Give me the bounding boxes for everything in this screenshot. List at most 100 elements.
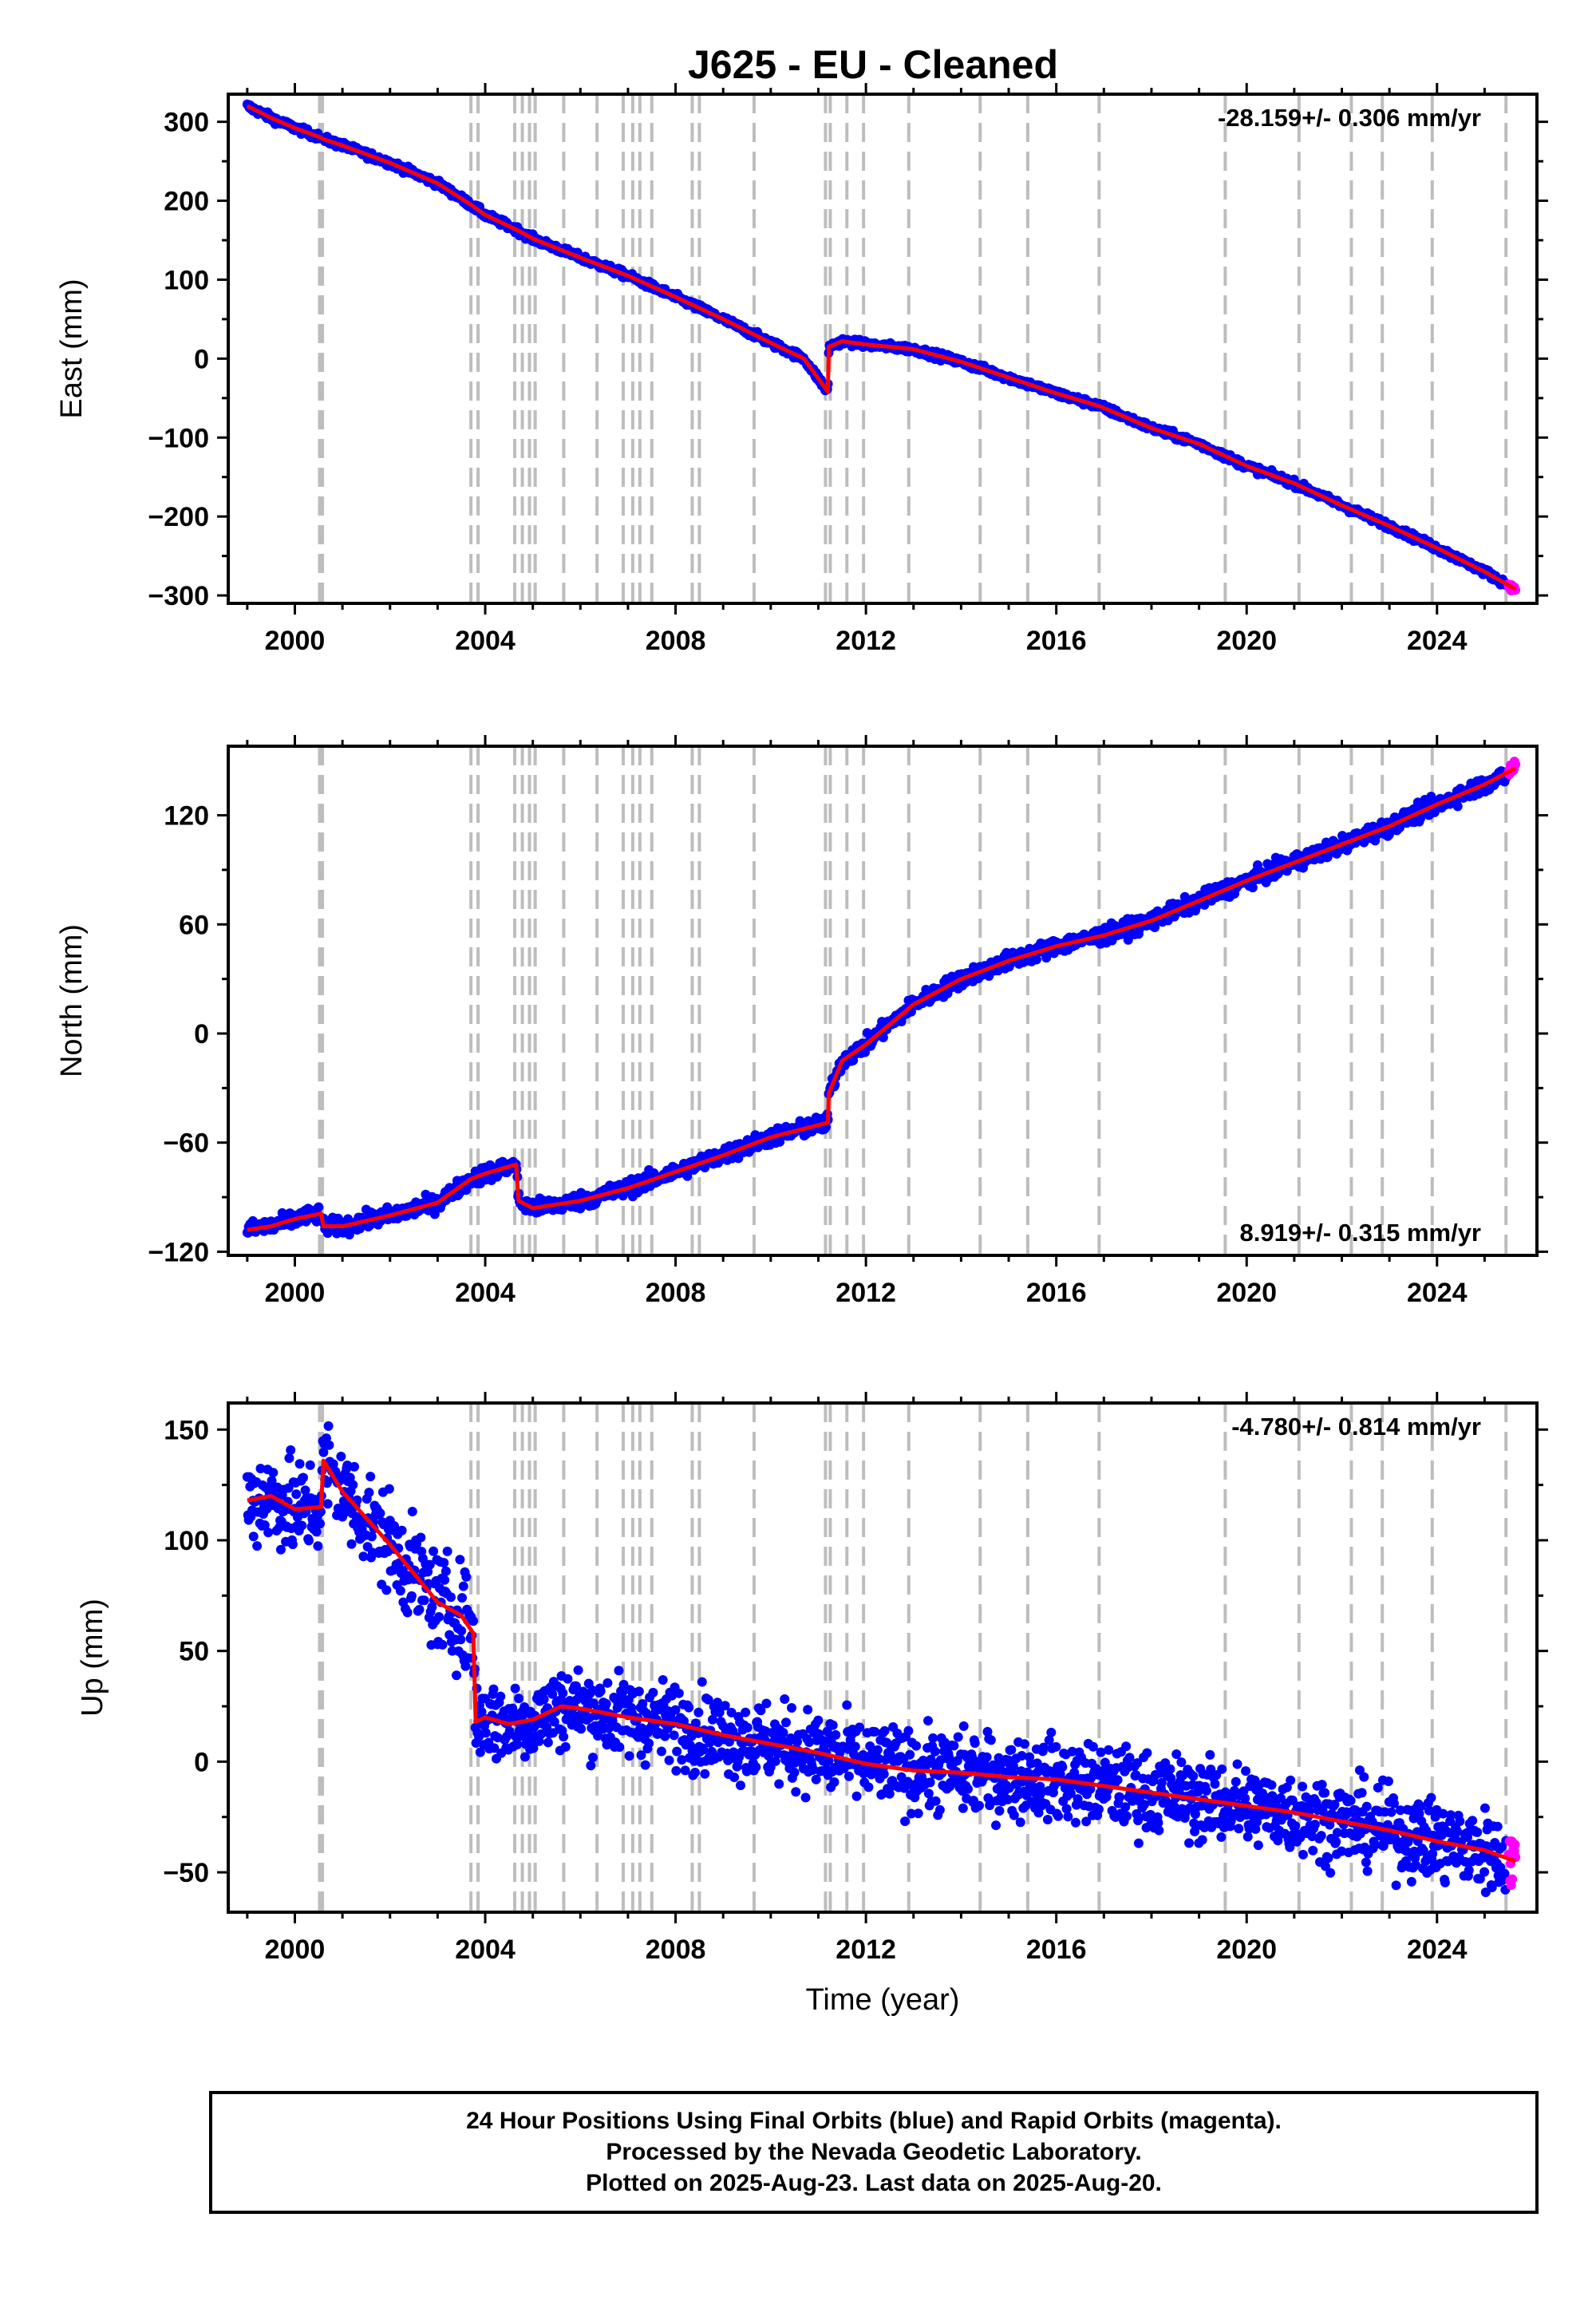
final-orbit-point xyxy=(872,1745,883,1755)
final-orbit-point xyxy=(624,1751,634,1761)
y-tick-label: 0 xyxy=(194,1019,209,1049)
final-orbit-point xyxy=(508,1703,518,1713)
final-orbit-point xyxy=(922,1716,933,1726)
final-orbit-point xyxy=(358,1551,369,1562)
final-orbit-point xyxy=(439,1558,449,1568)
final-orbit-point xyxy=(742,1722,753,1733)
final-orbit-point xyxy=(322,1478,332,1488)
final-orbit-point xyxy=(803,1705,813,1715)
final-orbit-point xyxy=(953,1732,963,1742)
y-axis-label: North (mm) xyxy=(55,924,89,1077)
final-orbit-point xyxy=(741,1707,751,1717)
final-orbit-point xyxy=(300,1485,310,1496)
final-orbit-point xyxy=(958,1803,968,1813)
final-orbit-point xyxy=(593,1730,603,1741)
final-orbit-point xyxy=(510,1683,520,1694)
final-orbit-point xyxy=(456,1626,467,1636)
final-orbit-point xyxy=(496,1691,506,1701)
final-orbit-point xyxy=(851,1791,862,1801)
final-orbit-point xyxy=(658,1675,668,1686)
final-orbit-point xyxy=(690,1768,701,1778)
x-tick-label: 2004 xyxy=(455,1278,516,1308)
y-tick-label: −100 xyxy=(148,423,209,453)
final-orbit-point xyxy=(703,1694,713,1705)
panel-up: 2000 2004 2008 2012 2016 2020 2024150100500−50… xyxy=(76,1392,1548,2017)
final-orbit-point xyxy=(475,1747,485,1757)
final-orbit-point xyxy=(656,1746,666,1757)
final-orbit-point xyxy=(346,1539,357,1549)
final-orbit-point xyxy=(923,1788,934,1799)
final-orbit-point xyxy=(286,1445,296,1455)
final-orbit-point xyxy=(900,1816,911,1827)
final-orbit-point xyxy=(634,1686,644,1697)
x-tick-label: 2024 xyxy=(1407,626,1468,656)
final-orbit-point xyxy=(994,1806,1005,1816)
x-tick-label: 2012 xyxy=(836,626,896,656)
final-orbit-point xyxy=(375,1508,385,1519)
final-orbit-point xyxy=(294,1459,305,1469)
x-tick-label: 2000 xyxy=(265,626,326,656)
final-orbit-point xyxy=(829,1777,839,1788)
final-orbit-point xyxy=(878,1032,888,1042)
x-tick-label: 2020 xyxy=(1216,626,1277,656)
final-orbit-point xyxy=(669,1730,679,1741)
final-orbit-point xyxy=(571,1681,581,1691)
final-orbit-point xyxy=(690,1718,701,1729)
final-orbit-point xyxy=(863,1782,874,1792)
final-orbit-point xyxy=(761,1698,772,1709)
y-tick-label: −300 xyxy=(148,581,209,611)
final-orbit-point xyxy=(304,1535,314,1546)
final-orbit-point xyxy=(456,1634,466,1645)
final-orbit-point xyxy=(913,1808,923,1819)
final-orbit-point xyxy=(680,1765,690,1776)
final-orbit-point xyxy=(559,1732,569,1742)
x-tick-label: 2008 xyxy=(646,1278,706,1308)
final-orbit-point xyxy=(640,1760,650,1770)
x-tick-label: 2004 xyxy=(455,626,516,656)
final-orbit-point xyxy=(741,1766,752,1777)
final-orbit-point xyxy=(842,1700,852,1710)
final-orbit-point xyxy=(1123,935,1133,945)
final-orbit-point xyxy=(587,1753,598,1763)
y-tick-label: 60 xyxy=(179,910,209,940)
final-orbit-point xyxy=(822,1726,832,1737)
final-orbit-point xyxy=(925,1777,935,1788)
final-orbit-point xyxy=(268,1468,279,1478)
final-orbit-point xyxy=(644,1738,654,1749)
rate-annotation: -28.159+/- 0.306 mm/yr xyxy=(1218,104,1481,132)
final-orbit-point xyxy=(297,1520,307,1531)
final-orbit-point xyxy=(1247,883,1258,893)
final-orbit-point xyxy=(648,1687,658,1697)
final-orbit-point xyxy=(457,1593,468,1603)
final-orbit-point xyxy=(547,1689,558,1699)
final-orbit-point xyxy=(698,1745,709,1755)
y-tick-label: 0 xyxy=(194,344,209,374)
final-orbit-point xyxy=(982,1752,992,1762)
final-orbit-point xyxy=(576,1724,587,1734)
y-tick-label: −200 xyxy=(148,502,209,532)
final-orbit-point xyxy=(601,1698,611,1709)
final-orbit-point xyxy=(287,1539,298,1550)
final-orbit-point xyxy=(792,1737,803,1747)
final-orbit-point xyxy=(429,1209,440,1219)
final-orbit-point xyxy=(480,1728,491,1738)
final-orbit-point xyxy=(350,1461,360,1472)
x-tick-label: 2012 xyxy=(836,1278,896,1308)
final-orbit-point xyxy=(865,1741,875,1751)
plot-area xyxy=(242,94,1521,603)
final-orbit-point xyxy=(879,1725,890,1736)
final-orbit-point xyxy=(489,1743,500,1753)
final-orbit-point xyxy=(345,1472,355,1483)
final-orbit-point xyxy=(328,1459,338,1469)
final-orbit-point xyxy=(474,1732,484,1742)
final-orbit-point xyxy=(536,1729,547,1739)
final-orbit-point xyxy=(1002,1794,1013,1804)
final-orbit-point xyxy=(440,1575,450,1585)
figure-title: J625 - EU - Cleaned xyxy=(688,42,1058,87)
final-orbit-point xyxy=(991,1820,1001,1831)
x-tick-label: 2016 xyxy=(1026,1278,1087,1308)
final-orbit-point xyxy=(534,1736,544,1746)
final-orbit-point xyxy=(468,1616,479,1626)
x-tick-label: 2016 xyxy=(1026,626,1087,656)
